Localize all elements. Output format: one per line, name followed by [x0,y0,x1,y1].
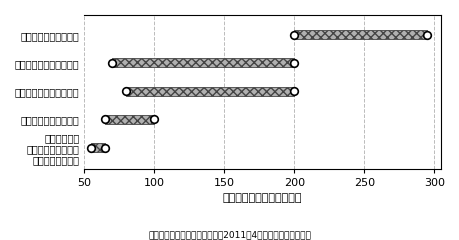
Bar [90,143,105,152]
Bar [294,30,426,39]
Bar [112,59,294,67]
Text: （出所）世界経済フォーラム（2011年4月）に基づき筆者作成: （出所）世界経済フォーラム（2011年4月）に基づき筆者作成 [148,231,311,240]
Bar [105,115,154,124]
Bar [126,87,294,96]
X-axis label: ドル（メガワット当たり）: ドル（メガワット当たり） [223,193,302,204]
